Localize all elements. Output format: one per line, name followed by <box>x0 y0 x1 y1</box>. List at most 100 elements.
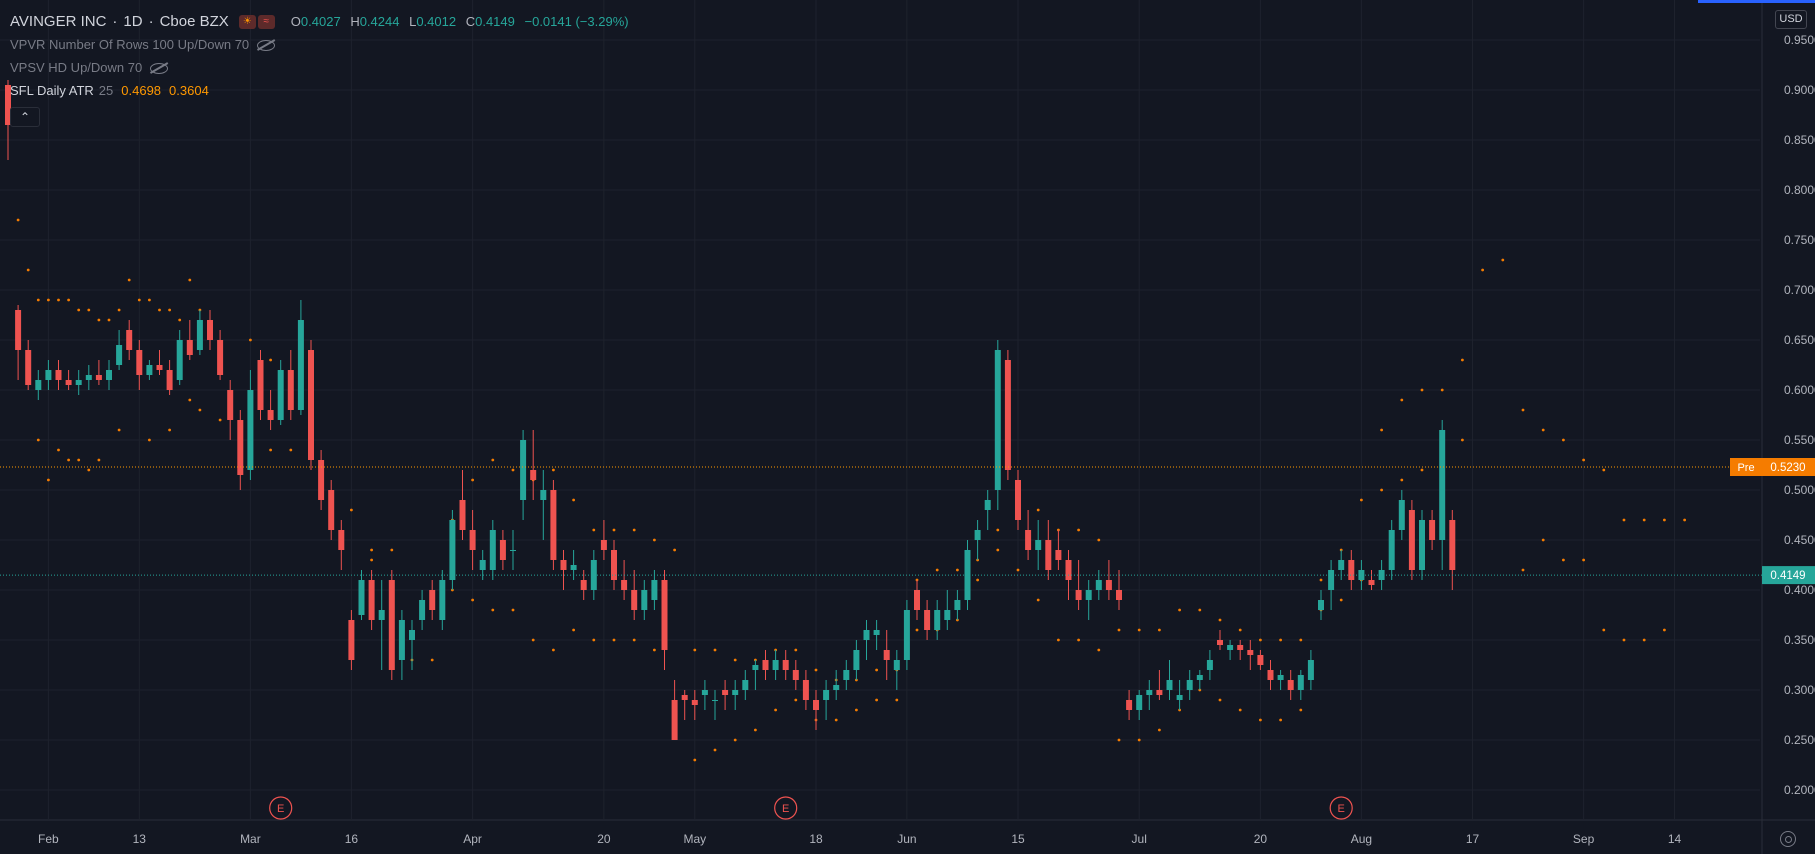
candle-body <box>782 660 789 670</box>
candle-body <box>237 420 244 475</box>
indicator-row-vpvr[interactable]: VPVR Number Of Rows 100 Up/Down 70 <box>10 33 629 56</box>
atr-dot <box>713 748 717 752</box>
candle-body <box>55 370 62 380</box>
atr-dot <box>198 408 202 412</box>
indicator-row-atr[interactable]: SFL Daily ATR 25 0.4698 0.3604 <box>10 79 629 102</box>
symbol-name[interactable]: AVINGER INC <box>10 13 107 30</box>
atr-dot <box>1319 578 1323 582</box>
atr-dot <box>915 628 919 632</box>
time-axis[interactable]: Feb 13 Mar 16 Apr 20 May 18 Jun 15 Jul 20 Aug 17 Sep 14 <box>38 832 1681 846</box>
candle-body <box>742 680 749 690</box>
close-value: 0.4149 <box>475 14 515 29</box>
atr-dot <box>471 598 474 602</box>
close-label: C <box>465 14 476 29</box>
atr-dot <box>47 478 50 482</box>
candle-body <box>843 670 850 680</box>
atr-dot <box>390 548 394 552</box>
candle-body <box>600 540 607 550</box>
eye-off-icon[interactable] <box>257 39 276 51</box>
candle-body <box>631 590 638 610</box>
atr-dot <box>1380 488 1383 492</box>
earnings-marker <box>269 796 293 820</box>
candle-body <box>439 580 446 620</box>
atr-dot <box>713 648 717 652</box>
atr-dot <box>632 528 636 532</box>
candle-body <box>499 540 506 560</box>
candle-body <box>863 630 870 640</box>
change-value: −0.0141 (−3.29%) <box>524 14 629 29</box>
atr-dot <box>249 338 252 342</box>
candle-body <box>530 470 537 480</box>
atr-dot <box>1238 628 1242 632</box>
indicator-param: 25 <box>98 83 114 98</box>
candle-body <box>883 650 890 660</box>
candle-body <box>762 660 769 670</box>
gear-icon[interactable] <box>1780 831 1796 847</box>
candle-body <box>368 580 375 620</box>
collapse-legend-button[interactable]: ⌃ <box>10 107 40 127</box>
candle-body <box>1227 645 1234 650</box>
atr-dot <box>67 298 70 302</box>
candle-body <box>924 610 931 630</box>
atr-dot <box>178 318 182 322</box>
open-value: 0.4027 <box>300 14 341 29</box>
atr-dot <box>814 668 818 672</box>
atr-dot <box>137 298 141 302</box>
atr-dot <box>1602 628 1606 632</box>
atr-dot <box>1380 428 1383 432</box>
exchange-label[interactable]: Cboe BZX <box>159 13 229 30</box>
candle-body <box>469 530 476 550</box>
candle-body <box>1126 700 1133 710</box>
atr-dot <box>1057 638 1060 642</box>
candle-body <box>661 580 668 650</box>
candle-body <box>1025 530 1032 550</box>
open-label: O <box>290 14 301 29</box>
candle-body <box>429 590 436 610</box>
atr-dot <box>733 658 737 662</box>
candle-body <box>671 700 678 740</box>
eye-off-icon[interactable] <box>150 62 169 74</box>
candle-body <box>1136 695 1143 710</box>
atr-dot <box>491 608 495 612</box>
indicator-row-vpsv[interactable]: VPSV HD Up/Down 70 <box>10 56 629 79</box>
candle-body <box>520 440 527 500</box>
atr-dot <box>1642 638 1646 642</box>
candle-body <box>1116 590 1122 600</box>
candle-body <box>1398 500 1405 530</box>
atr-dot <box>57 298 60 302</box>
candle-body <box>186 340 193 355</box>
atr-dot <box>653 648 656 652</box>
interval-label[interactable]: 1D <box>123 13 143 30</box>
candle-body <box>792 670 799 680</box>
indicator-name: SFL Daily ATR <box>10 83 94 98</box>
candle-body <box>1449 520 1456 570</box>
candle-body <box>1196 675 1203 680</box>
currency-button[interactable]: USD <box>1775 10 1807 29</box>
atr-dot <box>572 498 575 502</box>
x-tick-label: Feb <box>38 832 59 846</box>
candle-body <box>560 560 567 570</box>
candle-body <box>772 660 779 670</box>
atr-dot <box>107 318 111 322</box>
last-price-box <box>1762 566 1815 585</box>
atr-dot <box>218 418 222 422</box>
candle-body <box>1267 670 1274 680</box>
candle-body <box>1297 675 1304 690</box>
candle-body <box>1257 655 1264 665</box>
atr-dot <box>733 738 737 742</box>
atr-dot <box>1521 568 1525 572</box>
market-status[interactable]: ☀ ≈ <box>238 14 275 29</box>
atr-dot <box>1562 558 1565 562</box>
candle-body <box>65 380 72 385</box>
atr-dot <box>572 628 575 632</box>
atr-dot <box>1158 628 1161 632</box>
candle-body <box>95 375 102 380</box>
atr-dot <box>531 638 535 642</box>
candle-body <box>449 520 456 580</box>
atr-dot <box>693 648 697 652</box>
top-accent-bar <box>1698 0 1815 3</box>
